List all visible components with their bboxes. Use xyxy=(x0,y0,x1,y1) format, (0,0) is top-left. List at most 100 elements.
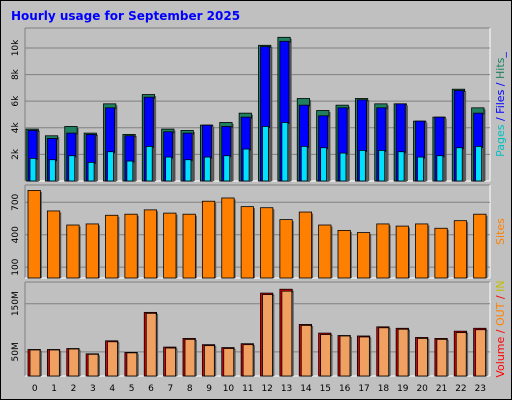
bar-sites-12 xyxy=(260,207,274,279)
y-tick-label: 700 xyxy=(11,193,21,210)
bar-pages-11 xyxy=(242,148,250,182)
y-tick-label: 400 xyxy=(11,226,21,243)
side-label-bottom: Volume / OUT / IN xyxy=(494,280,507,377)
hour-label-16: 16 xyxy=(339,384,351,394)
bar-out-11 xyxy=(242,344,254,377)
bar-sites-11 xyxy=(240,206,254,279)
side-legend-labels: Pages / Files / Hits_ Sites Volume / OUT /… xyxy=(494,52,507,378)
bar-pages-3 xyxy=(87,161,95,182)
side-label-segment: Pages xyxy=(494,124,507,157)
bar-out-13 xyxy=(281,290,293,377)
bar-pages-15 xyxy=(320,147,327,182)
side-label-top: Pages / Files / Hits_ xyxy=(494,52,507,157)
bar-out-4 xyxy=(107,341,118,377)
bar-sites-19 xyxy=(395,225,409,279)
panel-bottom: 50M 150M xyxy=(11,281,491,377)
side-label-segment: Volume xyxy=(494,336,507,377)
bar-out-21 xyxy=(436,338,448,377)
bar-sites-4 xyxy=(105,214,119,279)
bar-pages-20 xyxy=(417,156,424,182)
hour-label-11: 11 xyxy=(242,384,253,394)
bar-out-22 xyxy=(455,332,467,377)
bar-pages-12 xyxy=(262,126,269,182)
bar-sites-20 xyxy=(415,223,429,279)
bar-out-1 xyxy=(48,349,60,377)
side-label-segment: / xyxy=(494,326,507,337)
bar-pages-16 xyxy=(339,152,347,182)
bar-pages-19 xyxy=(397,151,405,182)
bar-sites-23 xyxy=(473,213,487,279)
hour-label-12: 12 xyxy=(261,384,272,394)
plot-area-top xyxy=(25,28,490,181)
bar-out-2 xyxy=(68,348,80,377)
bar-pages-0 xyxy=(29,157,37,182)
bar-out-15 xyxy=(320,334,332,377)
bar-out-12 xyxy=(262,294,273,377)
bar-pages-4 xyxy=(107,151,114,182)
y-tick-label: 6k xyxy=(11,95,21,107)
bar-pages-23 xyxy=(475,146,482,182)
panel-mid: 100 400 700 xyxy=(11,184,491,279)
hour-label-14: 14 xyxy=(300,384,312,394)
bar-pages-21 xyxy=(436,155,444,182)
bar-sites-18 xyxy=(376,223,390,279)
series-out xyxy=(29,290,488,377)
side-label-segment: / xyxy=(494,114,507,125)
bar-sites-16 xyxy=(337,230,351,279)
panels-layer: 2k 4k 6k 8k 10k 100 400 700 50M 150M xyxy=(11,27,491,377)
bar-sites-15 xyxy=(318,224,332,279)
y-tick-label: 100 xyxy=(11,258,21,275)
side-label-segment: Hits xyxy=(494,57,507,79)
side-label-segment: Sites xyxy=(494,218,507,245)
bar-out-5 xyxy=(126,352,138,377)
bar-out-16 xyxy=(339,335,351,377)
bar-sites-17 xyxy=(356,232,371,279)
hour-label-2: 2 xyxy=(71,384,77,394)
hour-label-13: 13 xyxy=(281,384,292,394)
bar-sites-10 xyxy=(221,197,235,279)
hour-label-22: 22 xyxy=(455,384,466,394)
bar-out-18 xyxy=(378,327,390,377)
bar-sites-0 xyxy=(27,190,41,279)
bar-out-9 xyxy=(203,345,215,377)
bar-pages-17 xyxy=(358,149,366,182)
bar-pages-9 xyxy=(203,156,211,182)
hour-label-20: 20 xyxy=(416,384,428,394)
side-label-mid: Sites xyxy=(494,218,507,245)
hour-label-10: 10 xyxy=(223,384,235,394)
y-tick-label: 4k xyxy=(11,122,21,134)
hour-label-7: 7 xyxy=(167,384,173,394)
bar-pages-10 xyxy=(223,155,231,182)
panel-top: 2k 4k 6k 8k 10k xyxy=(11,27,491,182)
hour-label-19: 19 xyxy=(397,384,409,394)
bar-pages-6 xyxy=(145,146,153,182)
hour-label-9: 9 xyxy=(206,384,212,394)
bar-sites-2 xyxy=(66,224,80,279)
plot-area-mid xyxy=(25,185,490,278)
hour-label-0: 0 xyxy=(32,384,38,394)
hour-axis-labels: 0 1 2 3 4 5 6 7 8 9 10 11 12 13 14 15 16 17 18 19 20 21 22 23 xyxy=(32,384,486,394)
bar-out-10 xyxy=(223,348,235,377)
bar-out-17 xyxy=(358,336,370,377)
side-label-segment: IN xyxy=(494,280,507,291)
bar-sites-6 xyxy=(143,209,158,279)
hour-label-3: 3 xyxy=(90,384,96,394)
bar-pages-2 xyxy=(68,155,76,182)
bar-sites-1 xyxy=(46,210,61,279)
side-label-segment: / xyxy=(494,79,507,90)
side-label-segment: _ xyxy=(494,52,507,59)
hour-label-18: 18 xyxy=(378,384,390,394)
bar-out-14 xyxy=(300,324,312,377)
hour-label-17: 17 xyxy=(358,384,369,394)
chart-title: Hourly usage for September 2025 xyxy=(11,9,240,23)
side-label-segment: OUT xyxy=(494,302,507,326)
bar-pages-7 xyxy=(165,156,172,182)
series-pages xyxy=(29,122,484,182)
series-sites xyxy=(27,190,488,279)
bar-sites-7 xyxy=(163,212,177,279)
bar-sites-14 xyxy=(298,211,313,279)
side-label-segment: Files xyxy=(494,89,507,113)
side-label-segment: / xyxy=(494,292,507,303)
y-tick-label: 10k xyxy=(11,39,21,56)
